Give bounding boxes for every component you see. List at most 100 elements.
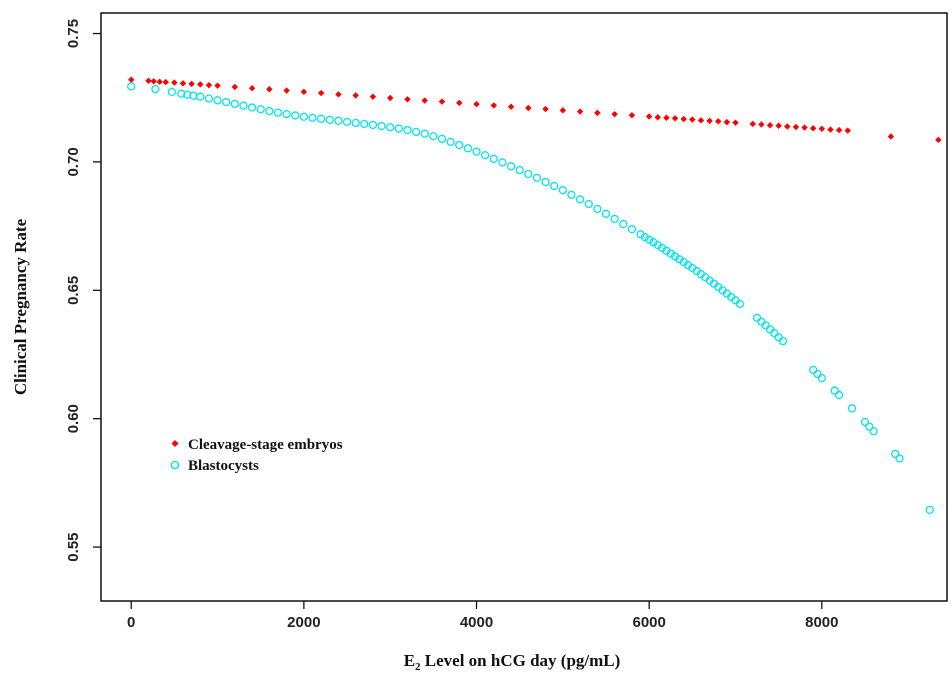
data-points bbox=[127, 76, 942, 514]
point-cleavage bbox=[801, 124, 808, 131]
plot-frame bbox=[100, 12, 948, 602]
point-blastocyst bbox=[860, 417, 870, 427]
point-cleavage bbox=[723, 118, 731, 126]
point-cleavage bbox=[335, 91, 342, 98]
point-blastocyst bbox=[869, 427, 878, 436]
point-cleavage bbox=[525, 104, 532, 112]
point-blastocyst bbox=[299, 112, 309, 121]
point-cleavage bbox=[628, 111, 636, 119]
point-blastocyst bbox=[847, 404, 857, 413]
point-cleavage bbox=[594, 109, 601, 117]
point-blastocyst bbox=[325, 115, 334, 124]
point-blastocyst bbox=[506, 162, 516, 171]
y-tick-label: 0.60 bbox=[65, 404, 82, 433]
point-blastocyst bbox=[455, 140, 464, 150]
legend-label-cleavage: Cleavage-stage embryos bbox=[188, 437, 343, 453]
point-cleavage bbox=[283, 87, 290, 94]
point-cleavage bbox=[715, 118, 722, 125]
point-blastocyst bbox=[558, 186, 567, 195]
point-blastocyst bbox=[472, 147, 481, 156]
point-cleavage bbox=[680, 115, 687, 123]
x-axis: 0 2000 4000 6000 8000 bbox=[127, 601, 839, 631]
y-axis-title: Clinical Pregnancy Rate bbox=[11, 218, 30, 395]
point-cleavage bbox=[935, 136, 942, 144]
point-cleavage bbox=[706, 117, 713, 125]
point-blastocyst bbox=[610, 214, 619, 224]
point-blastocyst bbox=[316, 114, 326, 123]
point-cleavage bbox=[697, 117, 705, 124]
point-cleavage bbox=[438, 98, 446, 105]
point-blastocyst bbox=[239, 101, 248, 110]
legend-label-blastocysts: Blastocysts bbox=[188, 458, 259, 474]
point-blastocyst bbox=[757, 317, 766, 326]
point-blastocyst bbox=[515, 165, 524, 175]
point-blastocyst bbox=[127, 82, 136, 91]
point-blastocyst bbox=[429, 132, 438, 141]
point-blastocyst bbox=[593, 204, 602, 214]
point-blastocyst bbox=[489, 154, 498, 163]
point-cleavage bbox=[473, 100, 480, 108]
y-tick-label: 0.70 bbox=[65, 147, 82, 176]
point-blastocyst bbox=[196, 92, 205, 101]
point-blastocyst bbox=[394, 124, 403, 133]
point-cleavage bbox=[766, 122, 774, 129]
point-blastocyst bbox=[183, 90, 192, 99]
legend-marker-diamond bbox=[171, 440, 179, 447]
point-blastocyst bbox=[204, 94, 214, 103]
point-blastocyst bbox=[627, 225, 637, 234]
point-cleavage bbox=[784, 123, 791, 130]
point-cleavage bbox=[156, 78, 163, 86]
x-tick-label: 8000 bbox=[805, 614, 838, 631]
x-tick-label: 4000 bbox=[460, 614, 493, 631]
point-blastocyst bbox=[778, 337, 788, 346]
point-cleavage bbox=[456, 99, 463, 107]
point-cleavage bbox=[844, 127, 851, 134]
point-cleavage bbox=[827, 126, 834, 133]
y-axis: 0.55 0.60 0.65 0.70 0.75 bbox=[65, 19, 101, 562]
point-blastocyst bbox=[550, 181, 559, 191]
point-blastocyst bbox=[645, 235, 654, 244]
point-blastocyst bbox=[386, 123, 395, 132]
point-cleavage bbox=[887, 133, 895, 140]
point-blastocyst bbox=[368, 120, 378, 130]
point-blastocyst bbox=[809, 365, 818, 375]
point-blastocyst bbox=[813, 369, 822, 379]
point-cleavage bbox=[369, 93, 377, 100]
legend-marker-circle bbox=[170, 460, 180, 470]
point-cleavage bbox=[248, 85, 256, 92]
point-cleavage bbox=[818, 125, 826, 133]
legend-item-blastocysts: Blastocysts bbox=[170, 458, 259, 474]
point-blastocyst bbox=[308, 113, 317, 122]
point-cleavage bbox=[611, 110, 618, 118]
point-blastocyst bbox=[360, 119, 369, 129]
point-blastocyst bbox=[895, 454, 904, 463]
point-blastocyst bbox=[752, 313, 762, 322]
point-blastocyst bbox=[230, 99, 239, 109]
point-blastocyst bbox=[420, 129, 429, 138]
point-cleavage bbox=[404, 96, 411, 103]
point-blastocyst bbox=[619, 219, 628, 229]
point-cleavage bbox=[266, 86, 273, 93]
point-blastocyst bbox=[567, 190, 576, 199]
point-blastocyst bbox=[446, 137, 455, 147]
point-blastocyst bbox=[222, 97, 231, 107]
point-blastocyst bbox=[291, 111, 300, 120]
point-blastocyst bbox=[282, 110, 291, 119]
point-cleavage bbox=[150, 78, 157, 85]
point-blastocyst bbox=[817, 373, 826, 383]
legend: Cleavage-stage embryos Blastocysts bbox=[170, 437, 343, 474]
point-blastocyst bbox=[865, 422, 874, 431]
point-cleavage bbox=[792, 123, 800, 131]
point-cleavage bbox=[421, 97, 428, 104]
point-cleavage bbox=[231, 83, 239, 91]
point-blastocyst bbox=[151, 84, 160, 94]
point-blastocyst bbox=[584, 199, 593, 209]
point-blastocyst bbox=[463, 144, 473, 153]
point-cleavage bbox=[671, 115, 679, 122]
point-blastocyst bbox=[247, 103, 257, 112]
y-tick-label: 0.75 bbox=[65, 19, 82, 48]
point-cleavage bbox=[559, 107, 567, 114]
point-cleavage bbox=[145, 77, 152, 84]
point-cleavage bbox=[352, 92, 359, 99]
